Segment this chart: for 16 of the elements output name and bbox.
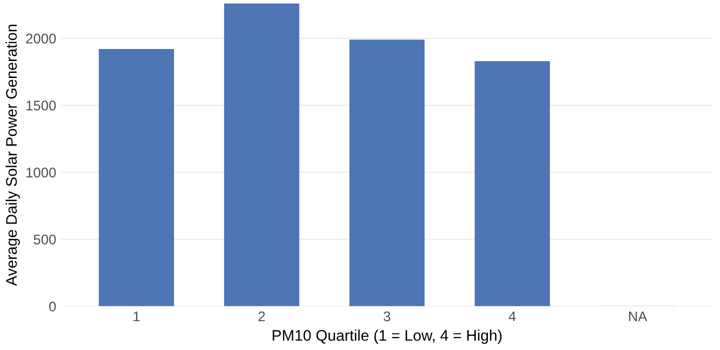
bar xyxy=(349,40,425,306)
y-tick-label: 2000 xyxy=(26,34,56,44)
bar xyxy=(98,49,174,306)
x-tick-label: 3 xyxy=(384,311,390,322)
y-tick-label: 1500 xyxy=(26,100,56,110)
x-tick-label: 4 xyxy=(508,312,516,322)
bar xyxy=(474,61,550,306)
bar xyxy=(224,4,300,306)
y-tick-label: 1000 xyxy=(26,168,56,178)
y-tick-label: 0 xyxy=(49,302,56,312)
y-axis-title: Average Daily Solar Power Generation xyxy=(6,24,20,286)
x-tick-label: NA xyxy=(629,312,648,322)
x-axis-title: PM10 Quartile (1 = Low, 4 = High) xyxy=(272,330,502,344)
y-tick-label: 500 xyxy=(34,234,56,244)
x-tick-label: 1 xyxy=(134,312,140,322)
x-tick-label: 2 xyxy=(258,311,265,322)
